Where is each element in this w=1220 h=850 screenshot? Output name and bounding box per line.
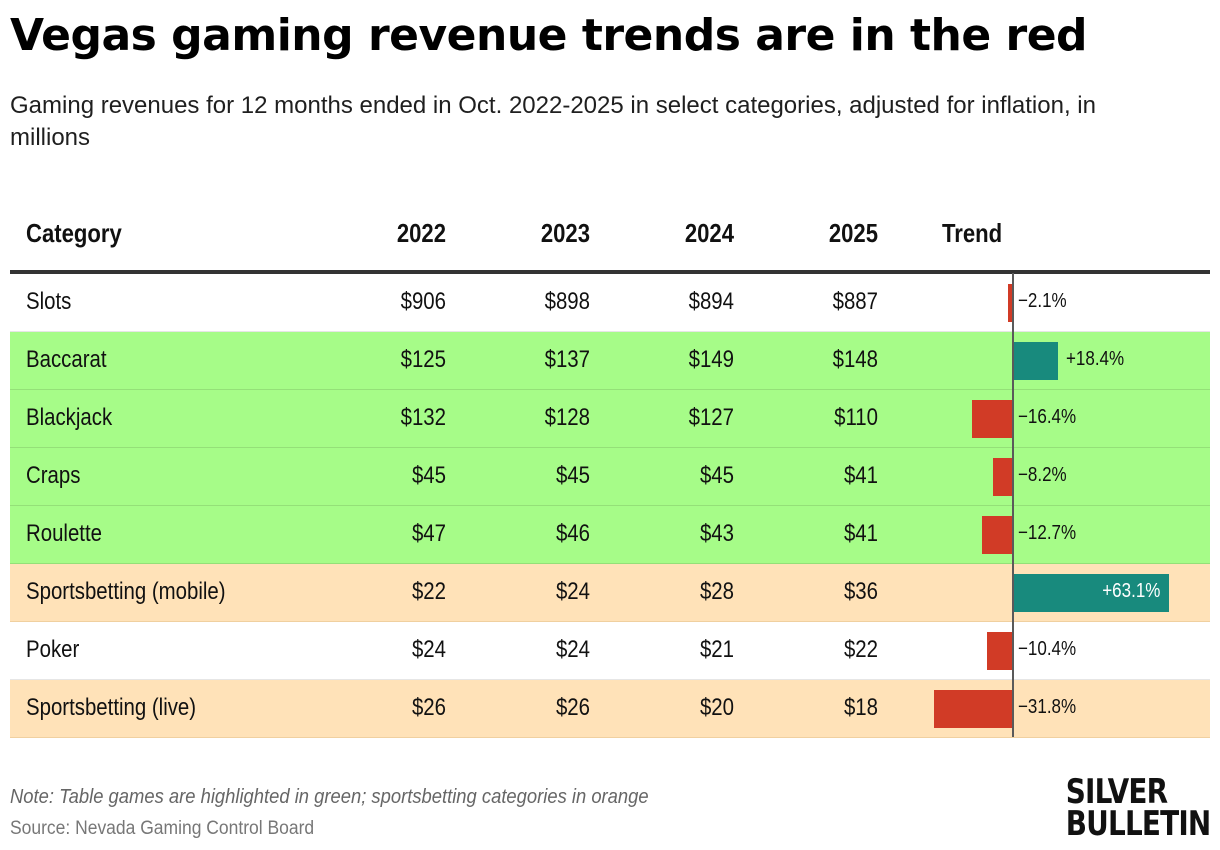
value-2024: $45 <box>699 462 734 489</box>
source-line: Source: Nevada Gaming Control Board <box>10 818 315 839</box>
value-2024: $149 <box>688 346 734 373</box>
value-2024: $28 <box>699 578 734 605</box>
trend-bar <box>972 400 1013 438</box>
chart-subtitle: Gaming revenues for 12 months ended in O… <box>10 92 1096 151</box>
row-category: Sportsbetting (live) <box>26 694 197 721</box>
trend-label: −31.8% <box>1018 696 1077 718</box>
value-2025: $41 <box>843 462 878 489</box>
table-row: Blackjack $132 $128 $127 $110 −16.4% <box>10 390 1210 448</box>
value-2025: $18 <box>843 694 878 721</box>
table-body: Slots $906 $898 $894 $887 −2.1% Baccarat $125 $1… <box>10 274 1210 738</box>
value-2023: $24 <box>555 636 590 663</box>
value-2022: $906 <box>400 288 446 315</box>
value-2022: $132 <box>400 404 446 431</box>
value-2022: $47 <box>411 520 446 547</box>
value-2022: $45 <box>411 462 446 489</box>
row-category: Poker <box>26 636 80 663</box>
trend-label: −16.4% <box>1018 406 1077 428</box>
trend-label: −12.7% <box>1018 522 1077 544</box>
value-2022: $22 <box>411 578 446 605</box>
logo-line-1: SILVER <box>1065 772 1167 812</box>
row-category: Craps <box>26 462 81 489</box>
header-category: Category <box>26 218 122 248</box>
table-row: Sportsbetting (mobile) $22 $24 $28 $36 +63.1% <box>10 564 1210 622</box>
footnote: Note: Table games are highlighted in gre… <box>10 786 649 808</box>
trend-bar <box>1013 574 1169 612</box>
value-2025: $110 <box>834 404 878 431</box>
value-2024: $43 <box>699 520 734 547</box>
table-header: Category 2022 2023 2024 2025 Trend <box>10 210 1210 274</box>
value-2023: $26 <box>555 694 590 721</box>
value-2023: $24 <box>555 578 590 605</box>
value-2023: $128 <box>544 404 590 431</box>
header-2025: 2025 <box>828 218 878 248</box>
trend-bar <box>981 516 1013 554</box>
chart-title: Vegas gaming revenue trends are in the r… <box>10 10 1088 61</box>
table-row: Roulette $47 $46 $43 $41 −12.7% <box>10 506 1210 564</box>
row-category: Roulette <box>26 520 102 547</box>
value-2023: $46 <box>555 520 590 547</box>
trend-bar <box>934 690 1013 728</box>
value-2023: $898 <box>544 288 590 315</box>
trend-zero-axis <box>1012 273 1014 737</box>
value-2025: $887 <box>832 288 878 315</box>
header-2022: 2022 <box>396 218 446 248</box>
value-2022: $125 <box>400 346 446 373</box>
row-category: Blackjack <box>26 404 113 431</box>
revenue-table: Category 2022 2023 2024 2025 Trend Slots… <box>10 210 1210 738</box>
header-2023: 2023 <box>540 218 590 248</box>
table-row: Slots $906 $898 $894 $887 −2.1% <box>10 274 1210 332</box>
trend-bar <box>1013 342 1059 380</box>
value-2023: $137 <box>544 346 590 373</box>
header-trend: Trend <box>942 218 1003 248</box>
trend-label: +18.4% <box>1066 348 1125 370</box>
logo-line-2: BULLETIN <box>1065 804 1210 844</box>
value-2025: $41 <box>843 520 878 547</box>
trend-label: −10.4% <box>1018 638 1077 660</box>
trend-label: −2.1% <box>1018 290 1067 312</box>
value-2024: $894 <box>688 288 734 315</box>
row-category: Baccarat <box>26 346 107 373</box>
trend-bar <box>987 632 1013 670</box>
silver-bulletin-logo: SILVER BULLETIN <box>1065 772 1210 844</box>
table-row: Craps $45 $45 $45 $41 −8.2% <box>10 448 1210 506</box>
row-category: Slots <box>26 288 72 315</box>
value-2025: $148 <box>832 346 878 373</box>
header-2024: 2024 <box>684 218 734 248</box>
trend-bar <box>1007 284 1013 322</box>
value-2025: $22 <box>843 636 878 663</box>
table-row: Sportsbetting (live) $26 $26 $20 $18 −31.8% <box>10 680 1210 738</box>
trend-label: +63.1% <box>1102 580 1161 602</box>
table-row: Poker $24 $24 $21 $22 −10.4% <box>10 622 1210 680</box>
value-2023: $45 <box>555 462 590 489</box>
trend-bar <box>992 458 1013 496</box>
value-2022: $24 <box>411 636 446 663</box>
value-2025: $36 <box>843 578 878 605</box>
value-2024: $20 <box>699 694 734 721</box>
trend-label: −8.2% <box>1018 464 1067 486</box>
value-2022: $26 <box>411 694 446 721</box>
value-2024: $127 <box>688 404 734 431</box>
row-category: Sportsbetting (mobile) <box>26 578 226 605</box>
table-row: Baccarat $125 $137 $149 $148 +18.4% <box>10 332 1210 390</box>
value-2024: $21 <box>699 636 734 663</box>
